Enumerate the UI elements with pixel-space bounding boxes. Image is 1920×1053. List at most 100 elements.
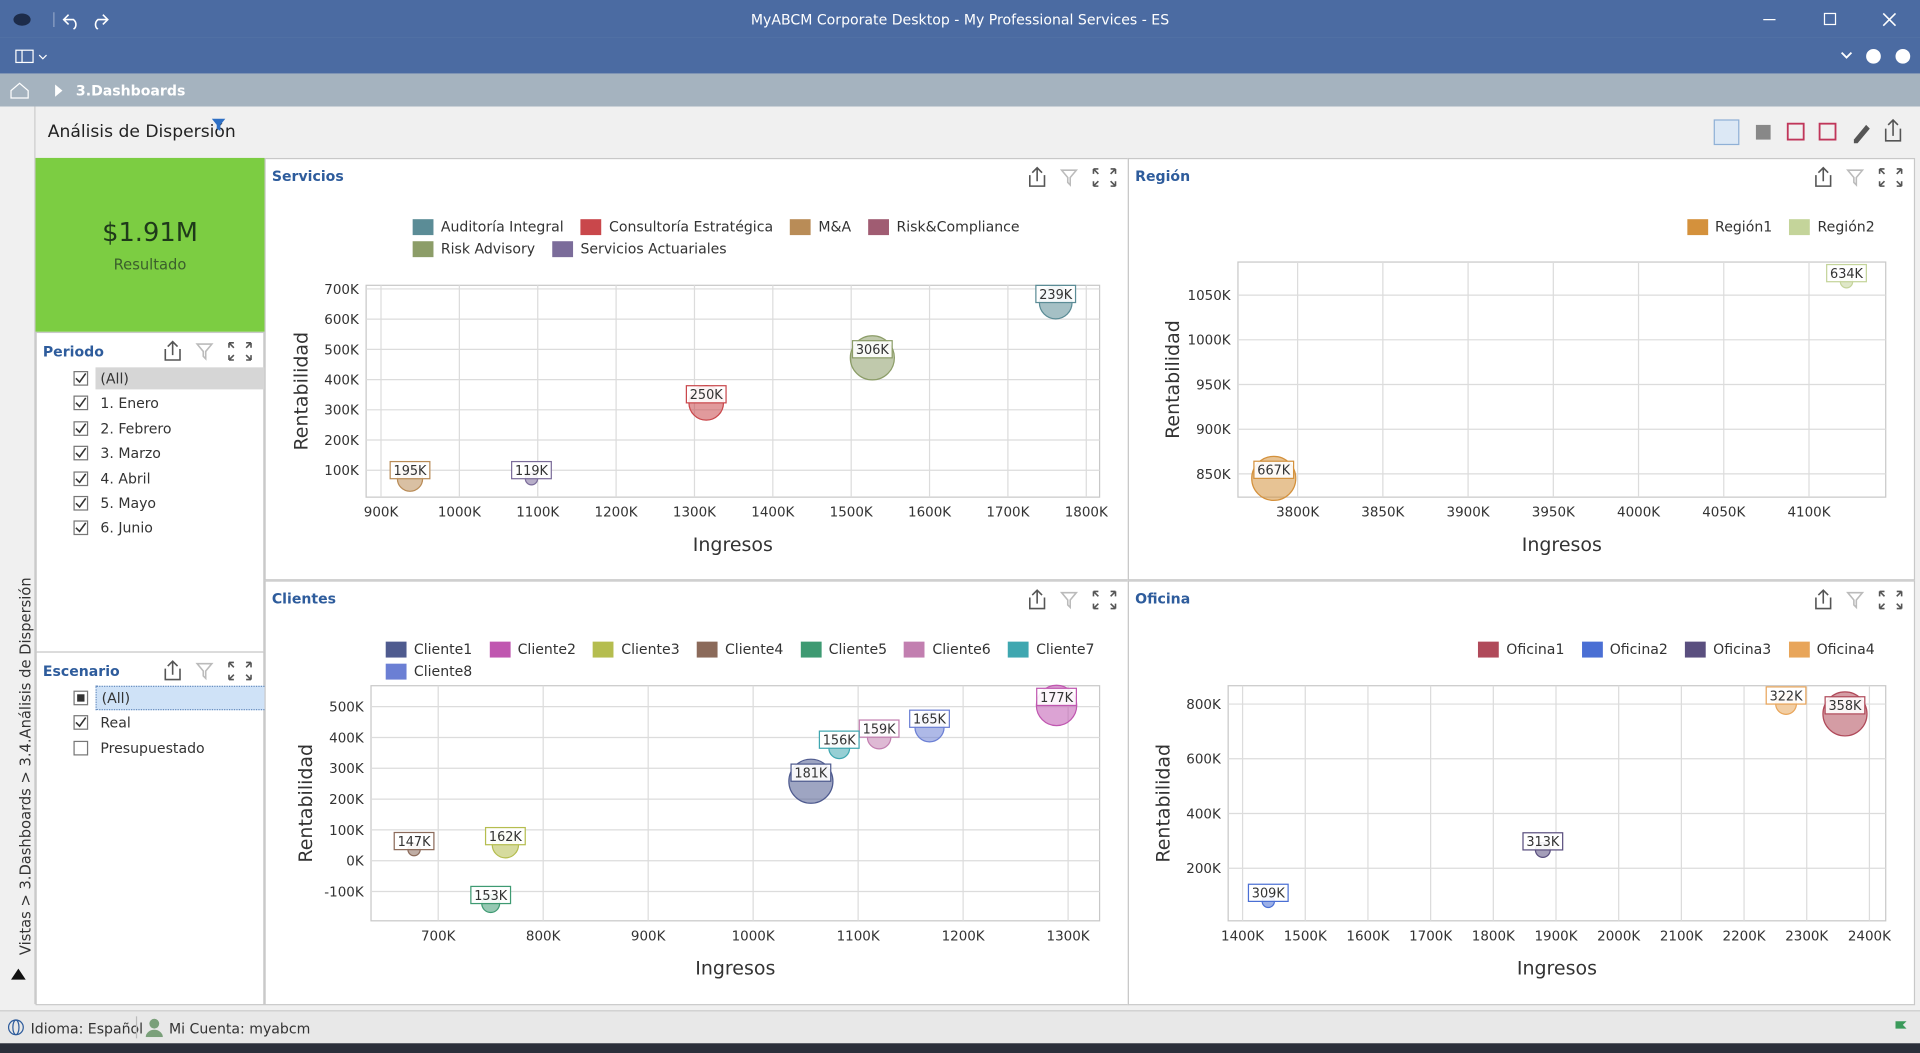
filter-item[interactable]: Real	[73, 712, 286, 734]
filter-label: Presupuestado	[100, 739, 205, 757]
filter-item[interactable]: 2. Febrero	[73, 417, 286, 439]
undo[interactable]	[62, 14, 77, 30]
x-tick-label: 900K	[631, 929, 667, 944]
data-label: 667K	[1257, 464, 1291, 479]
app-icon[interactable]	[13, 13, 31, 26]
legend-item[interactable]: Cliente8	[385, 662, 472, 680]
maximize[interactable]	[228, 342, 252, 361]
language[interactable]: Idioma: Español	[30, 1020, 144, 1038]
x-tick-label: 2200K	[1723, 929, 1767, 944]
clear-filter[interactable]	[1846, 169, 1865, 187]
checkbox[interactable]	[73, 715, 89, 731]
layout-toggle[interactable]	[15, 48, 52, 65]
x-tick-label: 2000K	[1597, 929, 1641, 944]
export[interactable]	[1029, 166, 1046, 187]
legend-item[interactable]: Auditoría Integral	[412, 218, 564, 235]
legend-item[interactable]: Cliente3	[593, 640, 680, 658]
filter-item[interactable]: 3. Marzo	[73, 442, 286, 464]
x-axis-title: Ingresos	[1517, 958, 1597, 980]
checkbox[interactable]	[73, 470, 89, 486]
clear-filter[interactable]	[195, 662, 214, 681]
data-label-box	[1253, 460, 1295, 479]
legend-swatch	[385, 663, 407, 679]
filter-icon[interactable]	[211, 118, 227, 133]
export[interactable]	[1815, 166, 1832, 187]
redo[interactable]	[94, 14, 109, 30]
quick-access	[13, 12, 109, 30]
checkbox[interactable]	[73, 495, 89, 511]
maximize[interactable]	[1878, 590, 1903, 610]
legend-item[interactable]: Región2	[1789, 218, 1875, 235]
checkbox[interactable]	[73, 740, 89, 756]
filter-item[interactable]: (All)	[73, 685, 287, 711]
legend-item[interactable]: Cliente6	[904, 640, 991, 658]
checkbox[interactable]	[73, 420, 89, 436]
filter-item[interactable]: 6. Junio	[73, 517, 286, 539]
filter-item[interactable]: 1. Enero	[73, 392, 286, 414]
x-tick-label: 2100K	[1660, 929, 1704, 944]
account[interactable]: Mi Cuenta: myabcm	[168, 1020, 311, 1038]
legend-item[interactable]: Cliente1	[385, 640, 472, 658]
checkbox[interactable]	[73, 445, 89, 461]
clear-filter[interactable]	[195, 343, 214, 361]
breadcrumb[interactable]: 3.Dashboards	[75, 82, 186, 100]
close[interactable]	[1882, 12, 1897, 27]
collapse[interactable]	[1840, 52, 1853, 59]
export[interactable]	[164, 660, 181, 681]
export[interactable]	[1815, 589, 1832, 610]
check-path	[75, 717, 87, 728]
checkbox[interactable]	[73, 371, 89, 386]
clear-filter[interactable]	[1846, 591, 1865, 610]
legend-item[interactable]: Oficina3	[1684, 640, 1771, 658]
filter-item[interactable]: Presupuestado	[73, 737, 286, 759]
filter-item[interactable]: 4. Abril	[73, 467, 286, 489]
legend-item[interactable]: Cliente7	[1007, 640, 1094, 658]
checkbox[interactable]	[73, 520, 89, 536]
export[interactable]	[164, 340, 181, 361]
checkbox[interactable]	[73, 395, 89, 411]
data-label-box	[484, 826, 526, 846]
legend-item[interactable]: Región1	[1686, 218, 1772, 235]
export[interactable]	[1884, 118, 1902, 142]
save-as[interactable]	[1818, 122, 1837, 141]
help[interactable]	[1895, 48, 1911, 64]
restore[interactable]	[1823, 12, 1837, 26]
y-tick-label: 400K	[329, 731, 365, 746]
save[interactable]	[1786, 122, 1805, 141]
y-tick-label: 200K	[1186, 862, 1222, 877]
home[interactable]	[9, 81, 70, 101]
maximize[interactable]	[1092, 168, 1117, 187]
filter-item[interactable]: 5. Mayo	[73, 492, 286, 514]
refresh[interactable]	[1713, 119, 1740, 146]
side-toggle[interactable]	[10, 967, 27, 982]
clear-filter[interactable]	[1059, 591, 1079, 610]
legend-item[interactable]: M&A	[790, 218, 851, 235]
legend-item[interactable]: Cliente4	[696, 640, 783, 658]
clear-filter[interactable]	[1059, 169, 1079, 187]
legend-item[interactable]: Oficina2	[1581, 640, 1668, 658]
edit[interactable]	[1853, 124, 1870, 144]
legend-item[interactable]: Cliente2	[489, 640, 576, 658]
legend-item[interactable]: Servicios Actuariales	[552, 240, 727, 257]
export[interactable]	[1029, 589, 1046, 610]
dashboard-title: Análisis de Dispersión	[47, 122, 236, 143]
legend-item[interactable]: Consultoría Estratégica	[580, 218, 773, 235]
legend-item[interactable]: Oficina4	[1788, 640, 1875, 658]
legend-item[interactable]: Risk Advisory	[412, 240, 535, 257]
chart-title: Oficina	[1135, 590, 1191, 608]
legend-item[interactable]: Cliente5	[800, 640, 887, 658]
grid-view[interactable]	[1755, 124, 1771, 140]
x-tick-label: 1500K	[1284, 929, 1328, 944]
data-label-box	[818, 730, 860, 749]
info[interactable]	[1866, 48, 1881, 64]
legend-item[interactable]: Oficina1	[1478, 640, 1564, 658]
maximize[interactable]	[1878, 168, 1903, 187]
maximize[interactable]	[228, 661, 252, 681]
x-tick-label: 1000K	[438, 506, 482, 521]
panel-tools	[1815, 166, 1903, 187]
legend-item[interactable]: Risk&Compliance	[868, 218, 1020, 235]
maximize[interactable]	[1092, 590, 1117, 610]
panel-tools	[164, 340, 252, 361]
checkbox[interactable]	[73, 690, 89, 706]
filter-item[interactable]: (All)	[73, 367, 287, 390]
